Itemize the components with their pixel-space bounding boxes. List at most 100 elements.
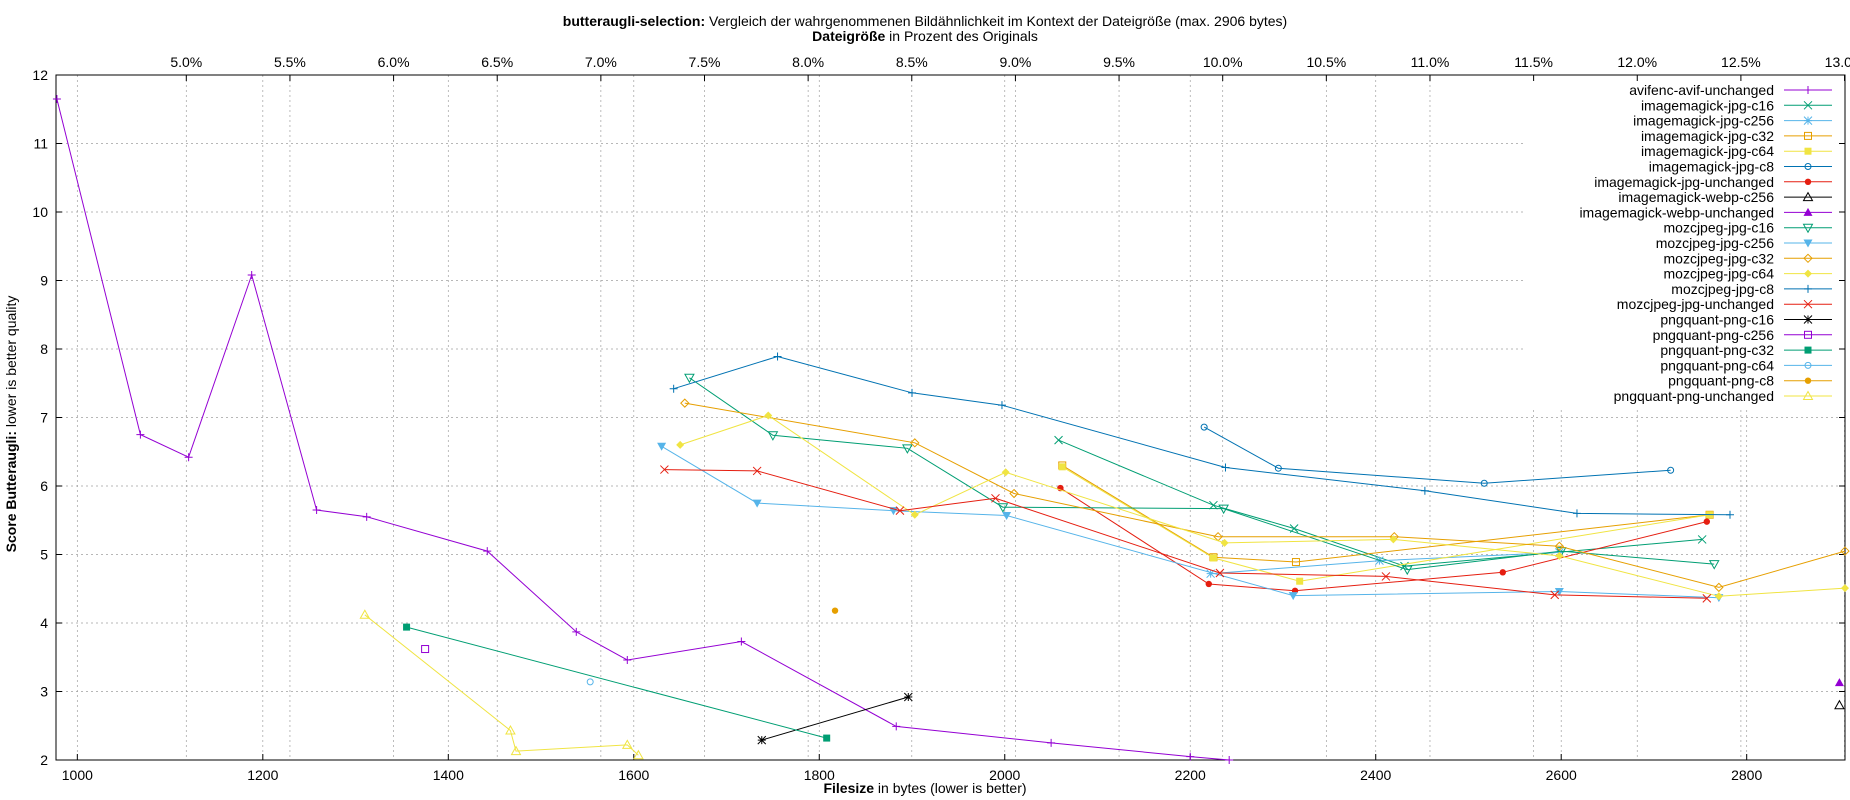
legend-marker [1804,269,1812,278]
x2-tick-label: 10.0% [1203,54,1243,70]
x2-tick-label: 9.0% [999,54,1031,70]
data-point [1047,738,1056,747]
legend-label: pngquant-png-c32 [1660,342,1774,358]
series-line [406,626,827,739]
data-point [1186,752,1195,761]
legend-entry: imagemagick-jpg-c64 [1641,143,1832,159]
y-tick-label: 6 [40,478,48,494]
series-line [1062,466,1710,582]
legend-label: imagemagick-jpg-c64 [1641,143,1774,159]
data-point [1009,488,1019,499]
series-pngquant-png-c8 [831,607,839,614]
legend-marker [1804,330,1812,339]
x-axis-label: Filesize in bytes (lower is better) [823,780,1026,796]
legend-entry: mozcjpeg-jpg-c256 [1656,235,1832,251]
legend-label: pngquant-png-c64 [1660,357,1774,373]
legend-marker [1804,147,1812,155]
data-point [1220,538,1229,547]
data-point [1401,565,1413,576]
data-point [1209,500,1218,510]
legend-entry: pngquant-png-c32 [1660,342,1832,358]
x-axis-label-rest: in bytes (lower is better) [874,780,1027,796]
legend-marker [1803,116,1813,125]
data-point [1702,593,1712,603]
legend-marker [1804,361,1812,369]
legend-label: mozcjpeg-jpg-c64 [1664,266,1775,282]
legend-entry: imagemagick-jpg-c256 [1633,113,1832,129]
data-point [1555,547,1567,557]
legend-entry: pngquant-png-unchanged [1614,388,1832,404]
data-point [903,692,913,702]
x-tick-label: 1600 [618,767,649,783]
series-line [761,696,909,741]
series-mozcjpeg-jpg-c64 [676,411,1849,601]
x2-tick-label: 5.5% [274,54,306,70]
data-point [403,623,411,631]
axes: 2 3 4 5 6 7 8 9 10 11 12 1000 1200 1400 1600 1800 2000 22… [32,54,1850,783]
data-point [669,384,678,393]
legend-entry: pngquant-png-c16 [1660,312,1832,328]
x2-tick-label: 8.0% [792,54,824,70]
data-point [1296,577,1304,585]
series-line [664,469,1707,599]
legend-label: pngquant-png-c256 [1653,327,1775,343]
y-tick-label: 5 [40,547,48,563]
series-line [1210,551,1560,575]
y-axis-label: Score Butteraugli: lower is better quali… [3,296,19,553]
x2-tick-label: 12.5% [1721,54,1761,70]
data-point [1200,423,1208,431]
data-point [1274,464,1282,472]
series-layer [52,94,1850,764]
data-point [1667,466,1675,474]
data-point [757,735,767,745]
data-point [1205,580,1212,588]
data-point [421,645,430,654]
x2-tick-label: 8.5% [896,54,928,70]
legend-marker [1804,163,1812,170]
data-point [831,607,839,614]
legend-entry: pngquant-png-c64 [1660,357,1832,373]
x2-tick-label: 9.5% [1103,54,1135,70]
chart-title: butteraugli-selection: Vergleich der wah… [563,13,1287,29]
series-pngquant-png-c32 [403,623,831,742]
data-point [676,440,685,449]
data-point [1499,569,1506,576]
data-point [908,388,917,397]
series-line [680,414,1846,597]
x-tick-label: 1200 [247,767,278,783]
data-point [1221,463,1230,472]
legend-marker [1802,390,1814,400]
legend-label: imagemagick-jpg-c32 [1641,128,1774,144]
legend-marker [1804,346,1812,354]
x-tick-label: 1800 [804,767,835,783]
legend-label: imagemagick-webp-unchanged [1579,204,1774,220]
y-tick-label: 4 [40,615,48,631]
legend-label: mozcjpeg-jpg-unchanged [1617,296,1774,312]
series-pngquant-png-c16 [757,692,913,745]
chart-title-bold: butteraugli-selection: [563,13,705,29]
series-pngquant-png-c256 [421,645,430,654]
series-imagemagick-webp-unchanged [1834,678,1844,687]
legend-label: imagemagick-jpg-c8 [1649,159,1774,175]
data-point [1697,535,1707,544]
x2-tick-label: 5.0% [170,54,202,70]
x2-tick-label: 13.0% [1825,54,1850,70]
data-point [483,547,492,556]
legend-label: imagemagick-jpg-c16 [1641,97,1774,113]
data-point [1054,435,1063,445]
data-point [1209,554,1217,562]
data-point [895,506,905,516]
y-axis-label-rest: lower is better quality [3,296,19,431]
data-point [586,678,594,686]
legend-label: imagemagick-jpg-unchanged [1594,174,1774,190]
data-point [1554,541,1565,551]
legend-entry: mozcjpeg-jpg-c32 [1664,250,1832,266]
legend-label: avifenc-avif-unchanged [1629,82,1774,98]
x2-tick-label: 7.5% [689,54,721,70]
series-imagemagick-jpg-c256 [1206,548,1564,579]
data-point [997,401,1006,410]
data-point [623,655,632,664]
data-point [997,503,1009,513]
data-point [1218,504,1229,515]
